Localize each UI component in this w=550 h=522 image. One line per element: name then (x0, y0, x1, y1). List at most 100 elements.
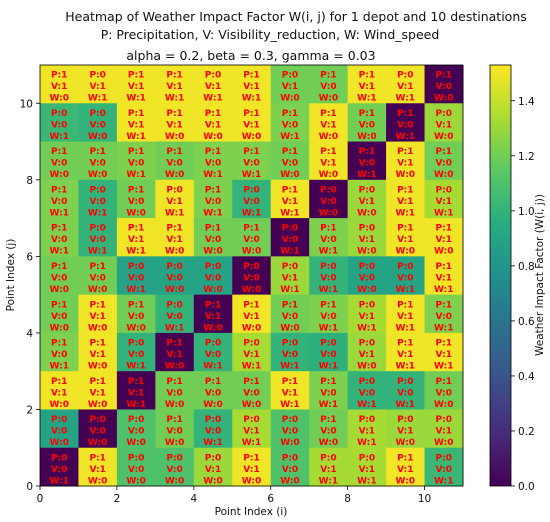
cell-label: W:0 (319, 438, 339, 448)
cell-label: P:1 (128, 300, 144, 310)
cell-label: V:1 (166, 350, 182, 360)
cell-label: V:1 (397, 82, 413, 92)
x-axis-label: Point Index (i) (215, 506, 288, 518)
cell-label: W:1 (49, 247, 69, 257)
cell-label: W:1 (434, 476, 454, 486)
cell-label: V:1 (320, 159, 336, 169)
cell-label: P:0 (359, 377, 375, 387)
cell-label: P:0 (397, 262, 413, 272)
heatmap-cell (270, 65, 310, 104)
cell-label: P:1 (166, 339, 182, 349)
cell-label: P:0 (89, 415, 105, 425)
cell-label: W:0 (49, 285, 69, 295)
cell-label: V:1 (397, 235, 413, 245)
cell-label: P:1 (51, 185, 67, 195)
cell-label: V:0 (128, 465, 144, 475)
heatmap-cell (78, 447, 118, 487)
heatmap-cell (347, 103, 387, 143)
cell-label: V:0 (128, 274, 144, 284)
cell-label: W:0 (165, 362, 185, 372)
cell-label: P:1 (205, 109, 221, 119)
cell-label: W:0 (165, 400, 185, 410)
cell-label: V:0 (436, 388, 452, 398)
y-tick-label: 2 (26, 404, 33, 416)
heatmap-cell (424, 371, 464, 410)
cell-label: W:0 (280, 94, 300, 104)
cell-label: V:1 (89, 82, 105, 92)
cell-label: V:0 (51, 159, 67, 169)
cell-label: P:0 (205, 415, 221, 425)
cell-label: W:1 (396, 208, 416, 218)
cell-label: P:0 (243, 262, 259, 272)
cell-label: V:1 (282, 274, 298, 284)
colorbar (489, 64, 512, 487)
cell-label: W:1 (280, 400, 300, 410)
cell-label: P:1 (436, 339, 452, 349)
heatmap-cell (424, 179, 464, 219)
cell-label: P:1 (128, 71, 144, 81)
heatmap-cell (193, 256, 233, 296)
colorbar-tick-label: 0.0 (518, 481, 535, 493)
cell-label: V:1 (128, 82, 144, 92)
cell-label: V:1 (205, 312, 221, 322)
cell-label: V:1 (397, 159, 413, 169)
cell-label: V:1 (397, 197, 413, 207)
heatmap-cells: P:1V:1W:0P:0V:1W:1P:1V:1W:1P:1V:1W:1P:0V… (40, 65, 464, 487)
cell-label: V:0 (397, 120, 413, 130)
cell-label: W:1 (126, 285, 146, 295)
heatmap-cell (40, 179, 79, 219)
heatmap-cell (78, 179, 118, 219)
cell-label: W:0 (280, 323, 300, 333)
cell-label: W:0 (319, 170, 339, 180)
cell-label: P:1 (243, 109, 259, 119)
cell-label: W:1 (242, 362, 262, 372)
heatmap-cell (116, 371, 156, 410)
cell-label: P:0 (359, 453, 375, 463)
cell-label: P:0 (436, 415, 452, 425)
cell-label: W:0 (319, 208, 339, 218)
cell-label: V:0 (128, 197, 144, 207)
cell-label: P:0 (166, 453, 182, 463)
cell-label: V:1 (243, 427, 259, 437)
cell-label: W:1 (203, 362, 223, 372)
cell-label: P:1 (436, 262, 452, 272)
heatmap-cell (155, 371, 195, 410)
heatmap-cell (309, 141, 349, 181)
cell-label: P:0 (89, 71, 105, 81)
heatmap-cell (386, 332, 426, 372)
cell-label: V:0 (436, 465, 452, 475)
cell-label: V:1 (243, 120, 259, 130)
x-tick-label: 4 (190, 493, 197, 505)
cell-label: W:1 (319, 323, 339, 333)
heatmap-cell (232, 409, 272, 449)
cell-label: V:0 (205, 350, 221, 360)
cell-label: W:0 (434, 438, 454, 448)
heatmap-cell (309, 179, 349, 219)
cell-label: P:0 (243, 415, 259, 425)
heatmap-cell (232, 256, 272, 296)
cell-label: V:0 (320, 274, 336, 284)
cell-label: W:0 (357, 132, 377, 142)
heatmap-cell (270, 371, 310, 410)
heatmap-cell (116, 103, 156, 143)
cell-label: W:0 (88, 323, 108, 333)
cell-label: V:0 (166, 312, 182, 322)
cell-label: V:1 (320, 120, 336, 130)
colorbar-label: Weather Impact Factor (W(i, j)) (534, 194, 546, 356)
cell-label: V:1 (51, 388, 67, 398)
heatmap-cell (309, 332, 349, 372)
heatmap-cell (40, 371, 79, 410)
cell-label: W:1 (434, 323, 454, 333)
heatmap-cell (78, 141, 118, 181)
cell-label: W:0 (126, 476, 146, 486)
cell-label: P:0 (397, 415, 413, 425)
cell-label: V:1 (243, 350, 259, 360)
heatmap-cell (40, 332, 79, 372)
cell-label: W:0 (203, 247, 223, 257)
heatmap-cell (386, 256, 426, 296)
heatmap-cell (116, 447, 156, 487)
cell-label: P:1 (397, 453, 413, 463)
cell-label: V:1 (205, 82, 221, 92)
heatmap-cell (386, 218, 426, 257)
heatmap-cell (40, 103, 79, 143)
